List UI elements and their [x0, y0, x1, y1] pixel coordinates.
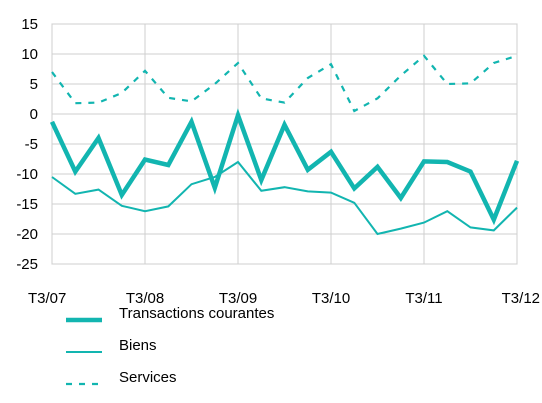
x-tick-label: T3/07 [28, 290, 66, 307]
x-axis-ticks: T3/07 T3/08 T3/09 T3/10 T3/11 T3/12 [28, 290, 540, 307]
series-line-services [51, 54, 518, 113]
x-tick-label: T3/08 [126, 290, 164, 307]
y-tick-label: 0 [30, 106, 38, 123]
series-layer [49, 54, 520, 236]
y-tick-label: 10 [21, 46, 38, 63]
y-tick-label: -10 [16, 166, 38, 183]
y-tick-label: -15 [16, 196, 38, 213]
y-tick-label: -25 [16, 256, 38, 273]
legend-label: Transactions courantes [119, 305, 274, 322]
grid-lines [51, 23, 518, 265]
y-axis-ticks: 15 10 5 0 -5 -10 -15 -20 -25 [16, 16, 38, 273]
x-tick-label: T3/12 [502, 290, 540, 307]
series-line-biens [51, 160, 518, 236]
legend-label: Services [119, 369, 177, 386]
y-tick-label: -20 [16, 226, 38, 243]
series-line-transactions-courantes [49, 108, 520, 226]
x-tick-label: T3/11 [405, 290, 442, 307]
y-tick-label: -5 [25, 136, 38, 153]
y-tick-label: 15 [21, 16, 38, 33]
x-tick-label: T3/09 [219, 290, 257, 307]
legend: Transactions courantes Biens Services [66, 305, 274, 386]
x-tick-label: T3/10 [312, 290, 350, 307]
legend-label: Biens [119, 337, 157, 354]
y-tick-label: 5 [30, 76, 38, 93]
